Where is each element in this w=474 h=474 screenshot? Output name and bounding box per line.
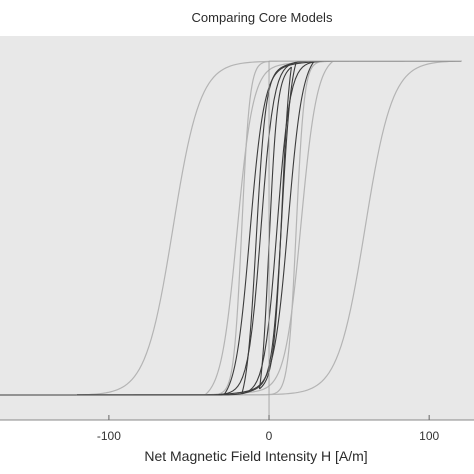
x-axis-label: Net Magnetic Field Intensity H [A/m] [144,448,367,464]
saturation-tails [0,60,462,396]
x-tick-label: 0 [266,429,273,443]
loop-4-ascending-branch [259,66,292,390]
hysteresis-curves [0,60,462,420]
x-ticks: -100 0 100 [97,415,439,443]
x-tick-label: 100 [419,429,439,443]
hysteresis-loop-4 [258,66,292,390]
chart-title: Comparing Core Models [192,10,333,25]
x-tick-label: -100 [97,429,121,443]
loop-4-descending-branch [258,66,292,390]
